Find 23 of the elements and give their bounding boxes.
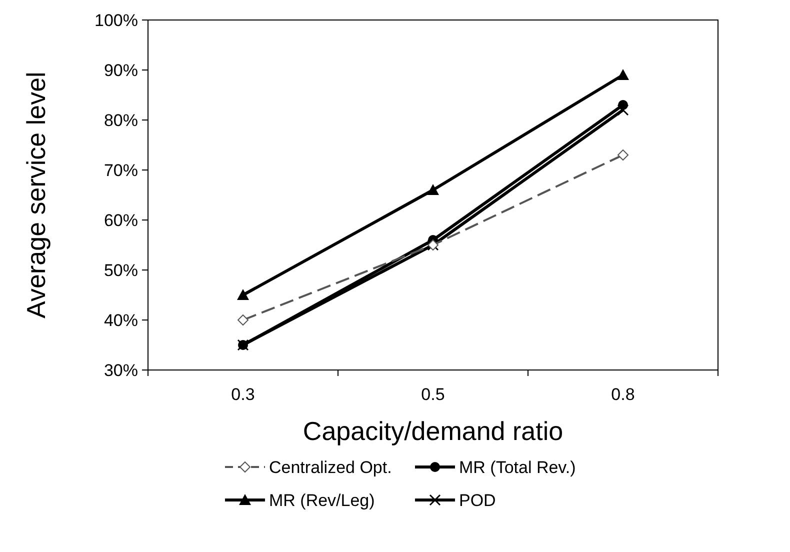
point <box>237 289 249 300</box>
legend-label: MR (Rev/Leg) <box>269 490 375 510</box>
y-tick-label: 50% <box>104 260 138 280</box>
x-tick-label: 0.3 <box>231 385 255 404</box>
legend-label: Centralized Opt. <box>269 458 392 477</box>
point <box>238 314 248 326</box>
x-tick-label: 0.5 <box>421 385 445 404</box>
point <box>427 184 439 195</box>
y-tick-label: 30% <box>104 360 138 380</box>
legend-label: POD <box>459 490 496 510</box>
x-tick-label: 0.8 <box>611 385 635 404</box>
y-tick-label: 80% <box>104 110 138 130</box>
point <box>617 104 629 116</box>
point <box>617 69 629 80</box>
y-tick-label: 60% <box>104 210 138 230</box>
y-tick-label: 70% <box>104 160 138 180</box>
y-axis-title: Average service level <box>21 72 51 318</box>
legend-label: MR (Total Rev.) <box>459 458 576 477</box>
y-tick-label: 100% <box>94 10 138 30</box>
y-tick-label: 90% <box>104 60 138 80</box>
point <box>618 150 628 160</box>
x-axis-title: Capacity/demand ratio <box>302 416 564 446</box>
y-tick-label: 40% <box>104 310 138 330</box>
